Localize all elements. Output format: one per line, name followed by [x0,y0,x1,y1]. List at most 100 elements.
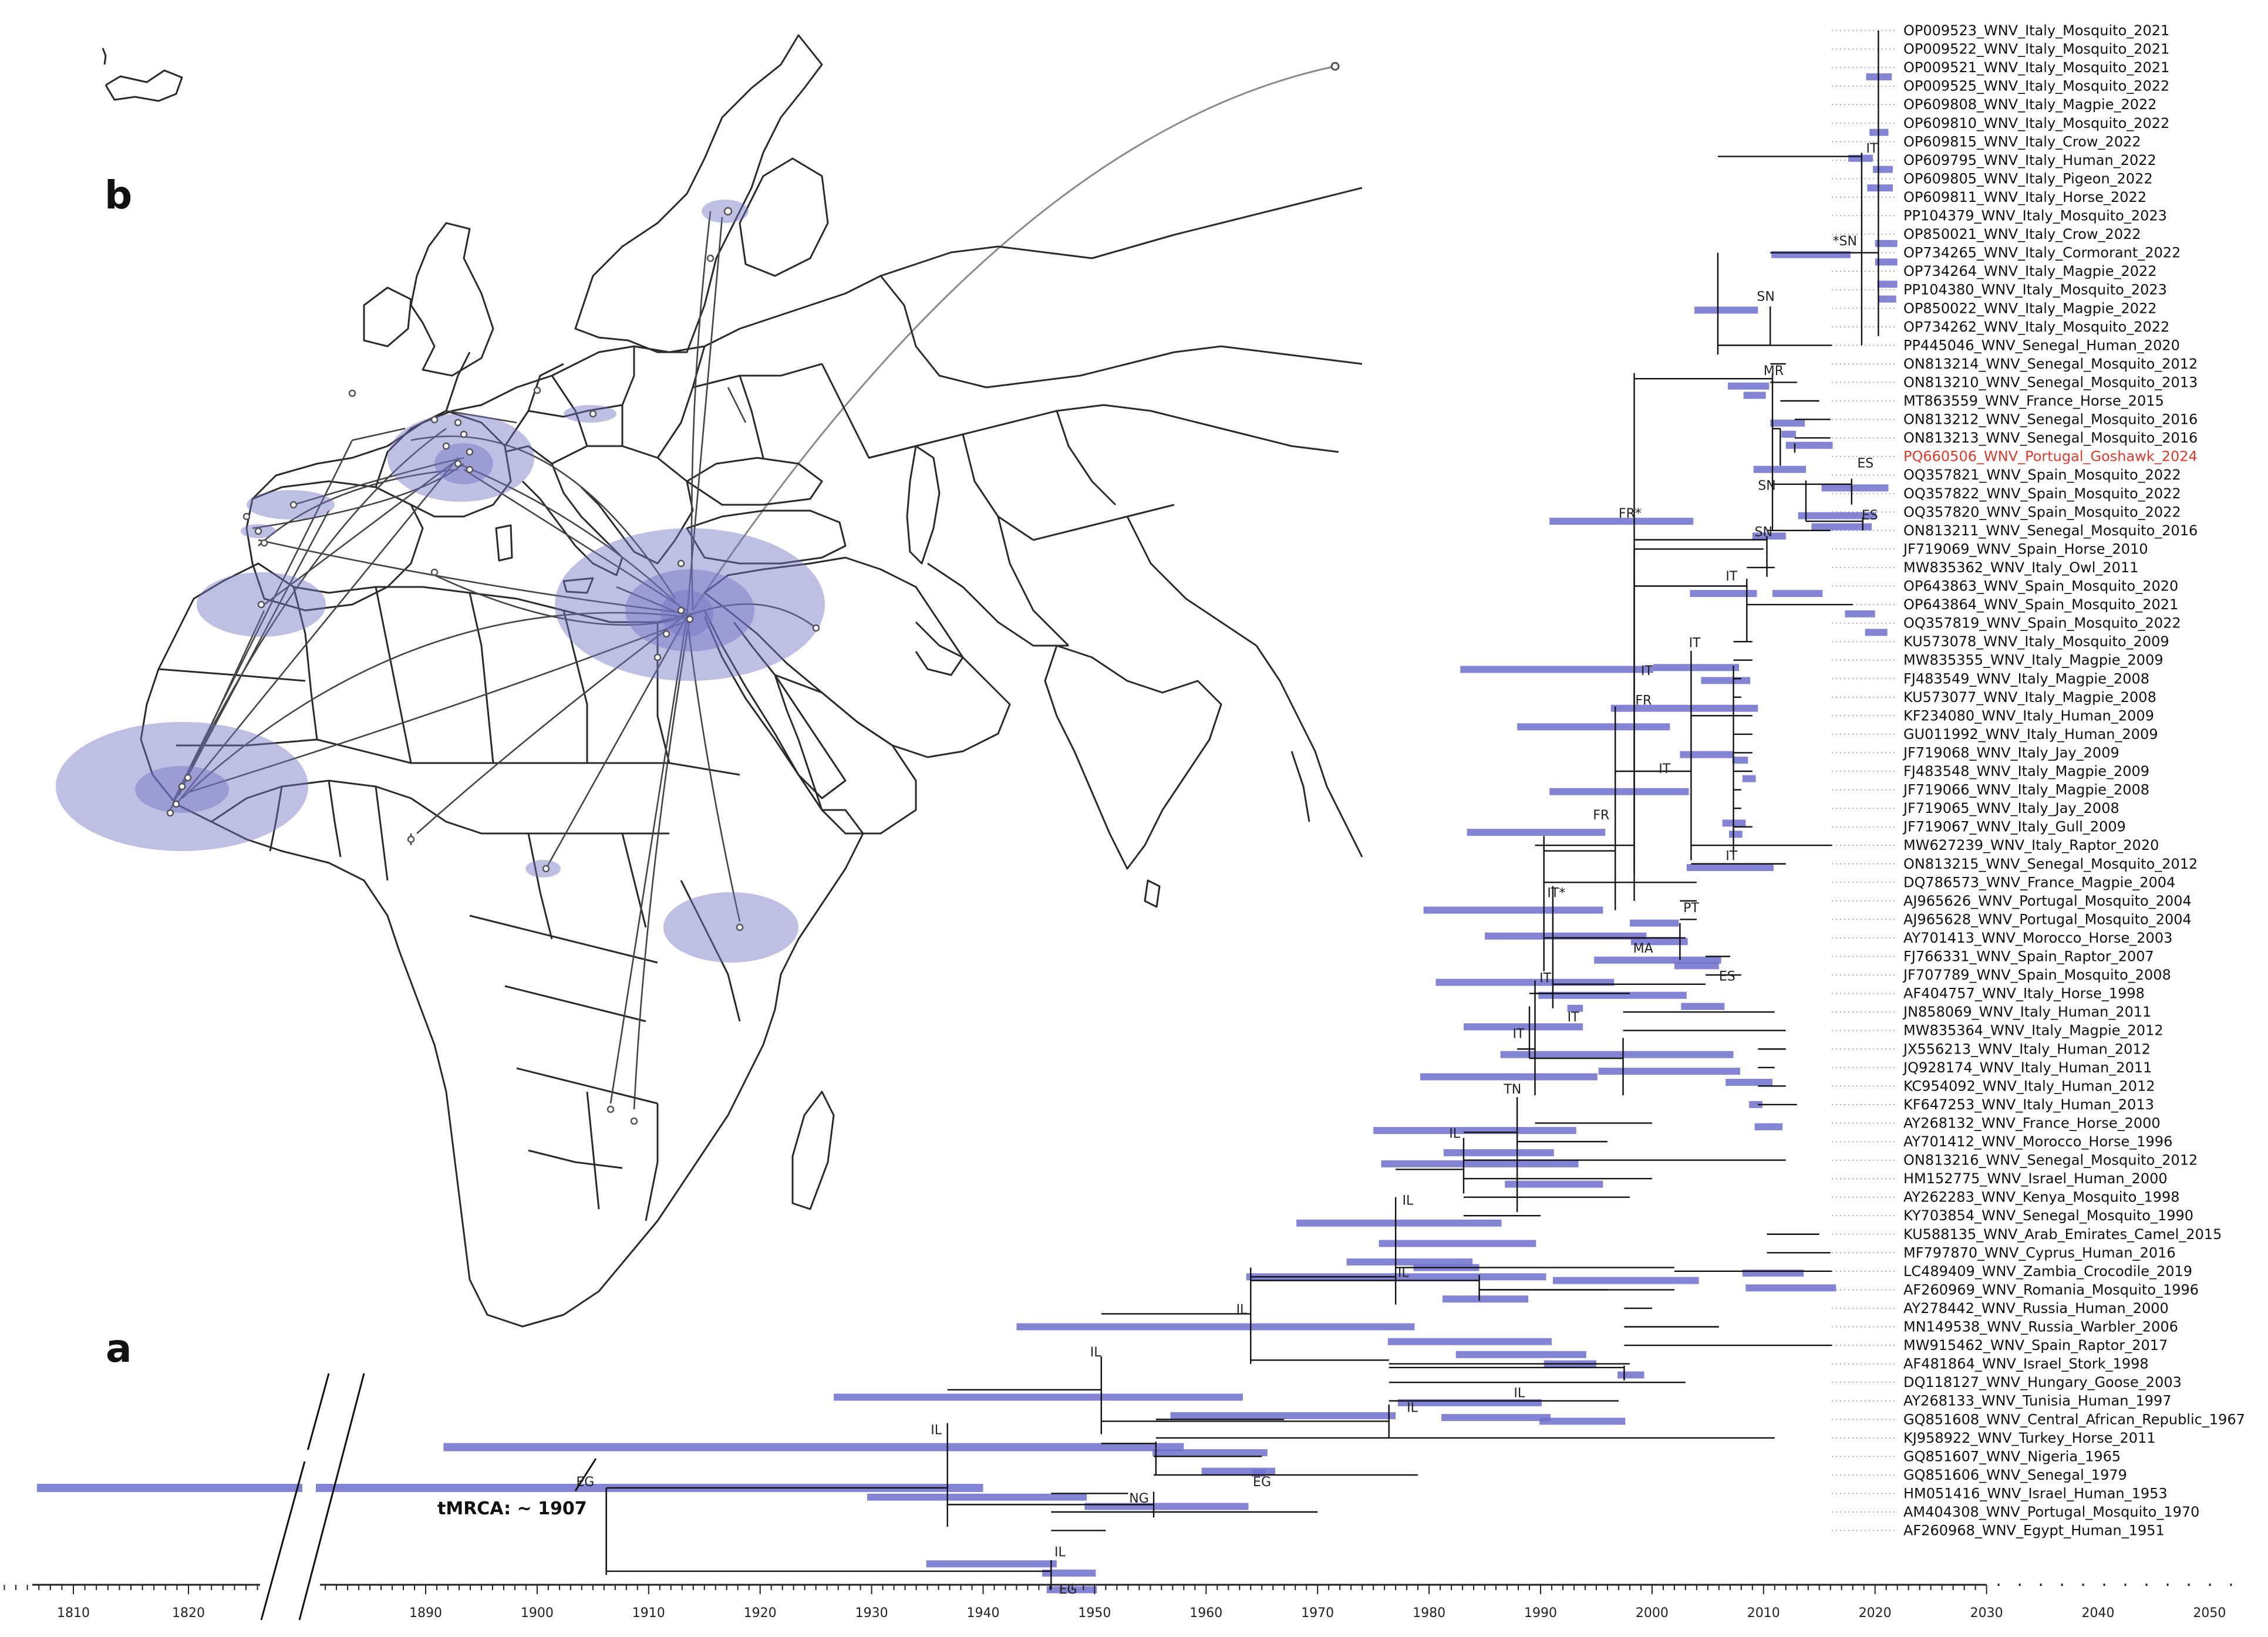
tip-label: JF719068_WNV_Italy_Jay_2009 [1902,744,2119,761]
route [187,621,685,794]
hpd-bar [1749,1101,1762,1108]
tip-label: KU573077_WNV_Italy_Magpie_2008 [1903,689,2156,706]
tip-label: OP734265_WNV_Italy_Cormorant_2022 [1903,245,2181,261]
route [633,616,691,1110]
tip-label: AY262283_WNV_Kenya_Mosquito_1998 [1903,1189,2180,1206]
axis-tick-label: 1920 [744,1606,777,1621]
hpd-bar [1455,1351,1586,1358]
hpd-bar [1387,1338,1552,1345]
route [252,463,464,529]
tip-label: ON813216_WNV_Senegal_Mosquito_2012 [1903,1152,2198,1169]
tip-label: JF707789_WNV_Spain_Mosquito_2008 [1902,967,2171,983]
hpd-bar [1732,757,1748,764]
europe-borders [445,346,916,459]
southeast-asia-outline [1255,645,1363,858]
hpd-bar [1505,1180,1603,1188]
iberia-outline [245,480,424,612]
hpd-bar [1630,938,1688,946]
hpd-bar [1701,677,1751,684]
tip-label: OP609808_WNV_Italy_Magpie_2022 [1903,96,2157,113]
node-location-label: MR [1764,364,1784,379]
hpd-bar [1170,1412,1396,1419]
location-point [257,600,265,609]
tmrca-pointer [574,1458,597,1491]
hpd-bar [1726,1079,1772,1086]
tip-label: OP850021_WNV_Italy_Crow_2022 [1903,226,2141,242]
node-location-label: IT [1726,569,1737,584]
tip-label: ON813210_WNV_Senegal_Mosquito_2013 [1903,374,2198,390]
middle-east-outline [703,556,1011,758]
iceland-outline [102,48,183,102]
location-point [454,418,462,427]
axis-break-gap [275,1450,310,1462]
node-location-label: SN [1758,478,1775,493]
hpd-bar [1728,382,1770,390]
tip-label: OP609795_WNV_Italy_Human_2022 [1903,152,2156,168]
node-location-label: IT [1539,971,1551,986]
node-location-label: FR [1635,693,1652,708]
tip-label: AJ965628_WNV_Portugal_Mosquito_2004 [1903,911,2192,927]
tip-label: AF481864_WNV_Israel_Stork_1998 [1903,1356,2149,1372]
hpd-bar [1420,1073,1598,1081]
node-location-label: IL [1403,1193,1414,1208]
tip-label: ON813213_WNV_Senegal_Mosquito_2016 [1903,430,2198,446]
node-location-label: FR* [1619,507,1642,521]
node-location-label: IT [1866,141,1878,156]
tip-label: OP009522_WNV_Italy_Mosquito_2021 [1903,41,2169,58]
location-uncertainty [56,200,825,963]
location-point [166,809,174,817]
route [434,574,690,626]
tmrca-label: tMRCA: ~ 1907 [437,1498,587,1519]
tip-label: AF260968_WNV_Egypt_Human_1951 [1903,1523,2165,1539]
hpd-bar [1681,1003,1725,1010]
node-location-label: IL [1236,1302,1248,1317]
tip-label: DQ786573_WNV_France_Magpie_2004 [1903,874,2175,890]
hpd-bar [1460,666,1653,673]
tip-label: OP850022_WNV_Italy_Magpie_2022 [1903,300,2157,316]
hpd-bar [1878,295,1896,303]
tip-label: KC954092_WNV_Italy_Human_2012 [1903,1078,2155,1094]
location-point [454,460,462,468]
node-location-label: NG [1129,1491,1149,1506]
tip-label: OP609811_WNV_Italy_Horse_2022 [1903,189,2146,205]
node-location-label: ES [1719,970,1735,984]
tip-label: JF719065_WNV_Italy_Jay_2008 [1902,800,2119,816]
hpd-bar [1865,629,1888,636]
hpd-bar [1753,465,1806,473]
axis-tick-label: 1910 [632,1606,665,1621]
node-location-label: SN [1757,290,1774,305]
location-point [542,865,550,873]
node-location-label: ES [1862,508,1878,523]
sicily-outline [562,577,594,594]
route [446,410,517,424]
phylogeographic-map [56,34,1363,1328]
hpd-bar [1629,919,1679,927]
balkans-outline [551,445,694,565]
node-location-label: IL [1398,1265,1409,1280]
location-point [289,501,298,509]
hpd-bar [1798,512,1876,519]
axis-tick-label: 2020 [1859,1606,1892,1621]
tip-label: PP104380_WNV_Italy_Mosquito_2023 [1903,282,2167,298]
axis-tick-label: 1970 [1301,1606,1334,1621]
location-hpd-italy [387,414,534,502]
hpd-bar [1772,590,1823,598]
location-hpd-israel-inner [660,590,713,637]
axis-tick-label: 1890 [409,1606,442,1621]
phylogenetic-tree: OP009523_WNV_Italy_Mosquito_2021 OP009522… [37,22,2245,1597]
tip-label: OP009525_WNV_Italy_Mosquito_2022 [1903,78,2169,94]
axis-tick-label: 1990 [1524,1606,1557,1621]
tip-label: MF797870_WNV_Cyprus_Human_2016 [1903,1244,2176,1261]
location-point [430,568,439,576]
route [457,463,685,611]
asia-borders [868,404,1339,647]
node-location-label: EG [1253,1475,1271,1490]
axis-tick-label: 1820 [172,1606,205,1621]
location-point [348,389,356,397]
axis-tick-label: 1930 [855,1606,888,1621]
tip-label: OP009521_WNV_Italy_Mosquito_2021 [1903,59,2169,76]
tip-label: PQ660506_WNV_Portugal_Goshawk_2024 [1903,448,2198,465]
africa-borders [158,586,741,1221]
hpd-bar [1443,1149,1554,1156]
node-location-label: TN [1503,1082,1521,1097]
